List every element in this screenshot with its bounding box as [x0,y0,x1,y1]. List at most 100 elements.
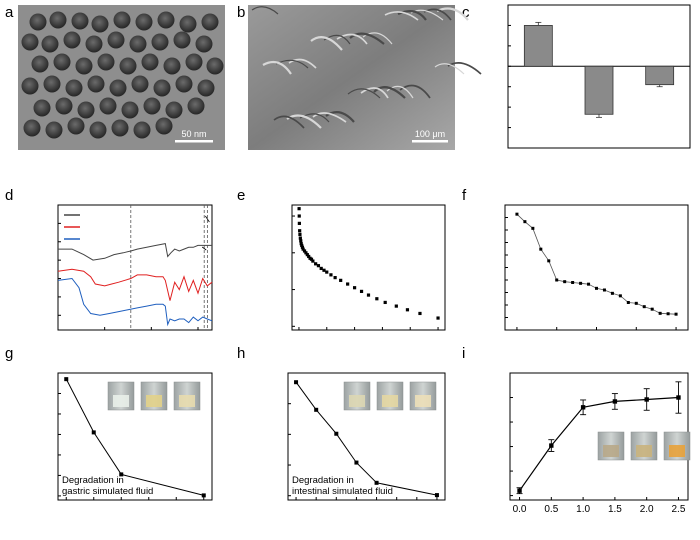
data-point-20 [319,266,323,271]
nanoparticle-36 [33,99,51,117]
bar-1 [584,65,614,115]
nanoparticle-34 [175,75,193,93]
scalebar-b-label: 100 μm [415,129,445,139]
nanoparticle-50 [155,117,173,135]
data-point-14 [626,301,630,304]
nanoparticle-13 [107,31,125,49]
plot-frame-d [57,204,213,331]
data-point-3 [201,493,206,498]
nanoparticle-35 [197,79,215,97]
nanoparticle-28 [43,75,61,93]
data-point-30 [375,297,379,301]
data-point-8 [579,281,583,285]
x-tick-label-i: 1.5 [608,504,622,515]
data-point-19 [316,264,321,268]
nanoparticle-47 [89,121,107,139]
nanoparticle-33 [153,79,171,97]
plot-frame-c [507,4,691,149]
vial-content-0 [349,395,365,407]
vial-content-1 [146,395,162,407]
data-point-2 [580,405,586,410]
nanoparticle-4 [113,11,131,29]
sem-fold-23 [310,36,343,51]
nanoparticle-30 [87,75,105,93]
data-point-9 [300,245,305,249]
data-point-24 [333,276,337,280]
plot-frame-e [291,204,446,331]
data-point-9 [587,282,591,286]
data-point-10 [595,286,598,290]
nanoparticle-42 [165,101,183,119]
data-point-20 [674,312,678,316]
series-line-GYY [57,268,213,301]
data-point-6 [299,239,303,243]
data-point-5 [555,278,559,282]
weight-line [295,381,437,496]
sem-fold-13 [336,33,368,45]
scalebar-a-line [175,140,213,143]
data-point-4 [374,480,379,485]
x-tick-label-i: 2.0 [640,504,654,515]
vial-content-2 [669,445,685,457]
nanoparticle-31 [109,79,127,97]
ratio-line [519,396,679,492]
data-point-32 [394,304,398,308]
weight-line [65,378,204,496]
data-point-4 [547,259,551,263]
vial-content-2 [179,395,195,407]
vial-content-1 [636,445,652,457]
nanoparticle-7 [179,15,197,33]
nanoparticle-22 [119,57,137,75]
data-point-6 [563,280,567,284]
x-tick-label-i: 1.0 [576,504,590,515]
data-point-5 [434,493,439,498]
sem-fold-3 [362,32,393,45]
nanoparticle-46 [67,117,85,135]
data-point-12 [610,291,614,295]
data-point-3 [298,229,302,233]
nanoparticle-21 [97,53,115,71]
nanoparticle-37 [55,97,73,115]
sem-fold-24 [347,88,381,99]
sem-fold-19 [360,87,389,99]
nanoparticle-32 [131,75,149,93]
vial-content-0 [113,395,129,407]
nanoparticle-29 [65,79,83,97]
ftir-spectra-chart [57,204,213,331]
data-point-33 [405,308,410,312]
data-point-8 [300,243,304,248]
plot-frame-g [57,372,213,501]
data-point-25 [339,278,343,282]
nanoparticle-10 [41,35,59,53]
data-point-17 [650,307,654,311]
data-point-23 [329,273,333,277]
nanoparticle-41 [143,97,161,115]
data-point-16 [642,305,646,309]
sem-fold-0 [251,6,279,15]
panel-letter-h: h [237,345,245,362]
data-point-19 [666,312,670,316]
x-tick-label-i: 2.5 [672,504,686,515]
data-point-18 [314,262,318,266]
nanoparticle-14 [129,35,147,53]
plot-frame-h [287,372,446,501]
panel-letter-g: g [5,345,13,362]
nanoparticle-26 [206,57,224,75]
data-point-1 [549,443,554,448]
data-point-17 [311,259,315,263]
sem-fold-4 [399,84,431,99]
nanoparticle-19 [53,53,71,71]
data-point-0 [515,212,519,216]
nanoparticle-45 [45,121,63,139]
viscosity-line [516,213,677,315]
sem-fold-11 [262,60,292,75]
nanoparticle-20 [75,57,93,75]
data-point-10 [301,247,305,251]
weight-ratio-chart: 0.0 0.5 1.0 1.5 2.0 2.5 [509,372,691,515]
series-line-Gel [58,243,212,261]
nanoparticle-8 [201,13,219,31]
temperature-viscosity-chart [504,204,689,331]
data-point-13 [305,253,309,257]
data-point-0 [297,207,301,211]
